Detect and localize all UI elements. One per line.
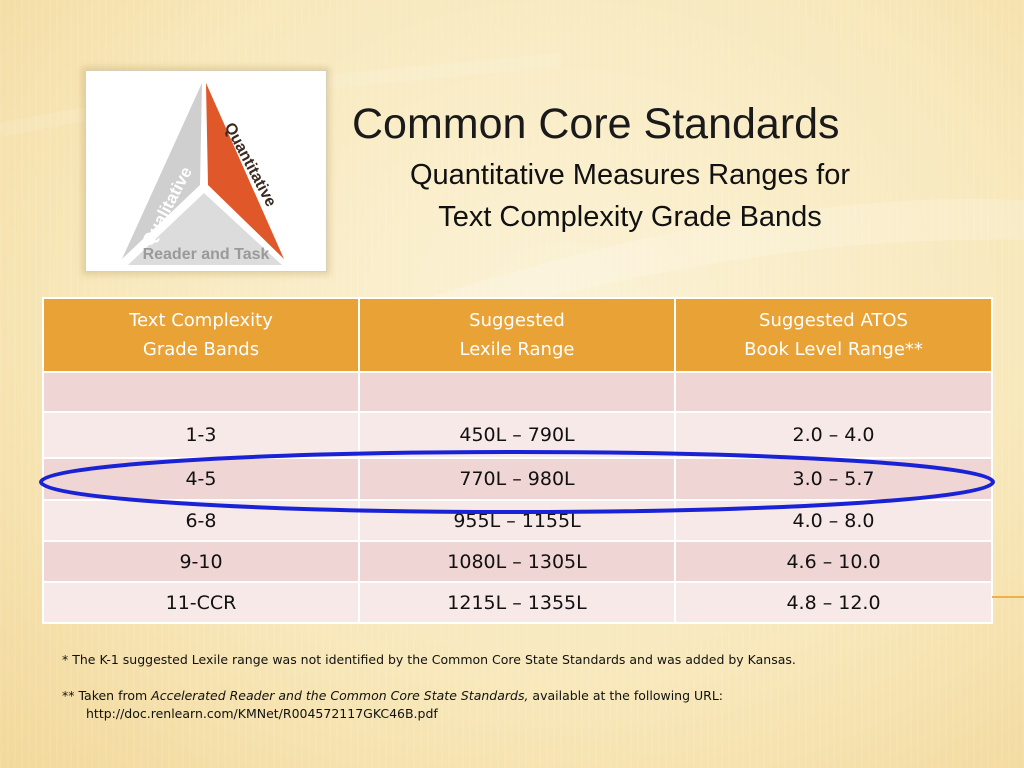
- slide-title: Common Core Standards: [352, 100, 840, 148]
- header-line: Suggested ATOS: [759, 310, 908, 331]
- table-cell: 3.0 – 5.7: [674, 457, 993, 501]
- table-cell: [674, 371, 993, 413]
- table-cell: 1215L – 1355L: [358, 581, 676, 624]
- header-lexile-range: Suggested Lexile Range: [358, 297, 676, 373]
- table-header-row: Text Complexity Grade Bands Suggested Le…: [42, 297, 993, 373]
- table-cell: 4.0 – 8.0: [674, 499, 993, 542]
- table-cell: 770L – 980L: [358, 457, 676, 501]
- subtitle-line-1: Quantitative Measures Ranges for: [409, 159, 851, 191]
- table-cell: 2.0 – 4.0: [674, 411, 993, 459]
- footnote-1: * The K-1 suggested Lexile range was not…: [62, 652, 796, 667]
- accent-line: [992, 596, 1024, 598]
- header-line: Lexile Range: [459, 339, 575, 360]
- table-cell: 955L – 1155L: [358, 499, 676, 542]
- footnote-2: ** Taken from Accelerated Reader and the…: [62, 688, 962, 703]
- grade-band-table: Text Complexity Grade Bands Suggested Le…: [42, 297, 993, 624]
- header-grade-bands: Text Complexity Grade Bands: [42, 297, 360, 373]
- reader-and-task-label: Reader and Task: [143, 246, 270, 263]
- subtitle-line-2: Text Complexity Grade Bands: [438, 201, 822, 233]
- table-cell: 450L – 790L: [358, 411, 676, 459]
- table-cell: 4-5: [42, 457, 360, 501]
- text-complexity-triangle-logo: Qualitative Quantitative Reader and Task: [85, 70, 327, 272]
- header-line: Suggested: [469, 310, 565, 331]
- highlight-ellipse-grade-4-5: [39, 450, 995, 514]
- slide-subtitle: Quantitative Measures Ranges for Text Co…: [340, 154, 920, 238]
- header-line: Book Level Range**: [744, 339, 923, 360]
- header-atos-range: Suggested ATOS Book Level Range**: [674, 297, 993, 373]
- header-line: Grade Bands: [142, 339, 260, 360]
- footnote-2-suffix: available at the following URL:: [528, 688, 724, 703]
- table-row: 1-3 450L – 790L 2.0 – 4.0: [42, 411, 993, 459]
- footnote-2-prefix: ** Taken from: [62, 688, 152, 703]
- table-row: 4-5 770L – 980L 3.0 – 5.7: [42, 457, 993, 501]
- table-row: 6-8 955L – 1155L 4.0 – 8.0: [42, 499, 993, 542]
- table-row: 11-CCR 1215L – 1355L 4.8 – 12.0: [42, 581, 993, 624]
- footnote-2-source-title: Accelerated Reader and the Common Core S…: [151, 688, 529, 703]
- table-cell: [42, 371, 360, 413]
- table-cell: [358, 371, 676, 413]
- table-cell: 1080L – 1305L: [358, 540, 676, 583]
- header-line: Text Complexity: [129, 310, 273, 331]
- footnotes: * The K-1 suggested Lexile range was not…: [62, 652, 962, 721]
- table-cell: 9-10: [42, 540, 360, 583]
- table-cell: 4.8 – 12.0: [674, 581, 993, 624]
- footnote-2-url: http://doc.renlearn.com/KMNet/R004572117…: [86, 706, 438, 721]
- table-cell: 11-CCR: [42, 581, 360, 624]
- table-row: [42, 371, 993, 413]
- table-cell: 1-3: [42, 411, 360, 459]
- table-cell: 6-8: [42, 499, 360, 542]
- table-row: 9-10 1080L – 1305L 4.6 – 10.0: [42, 540, 993, 583]
- table-cell: 4.6 – 10.0: [674, 540, 993, 583]
